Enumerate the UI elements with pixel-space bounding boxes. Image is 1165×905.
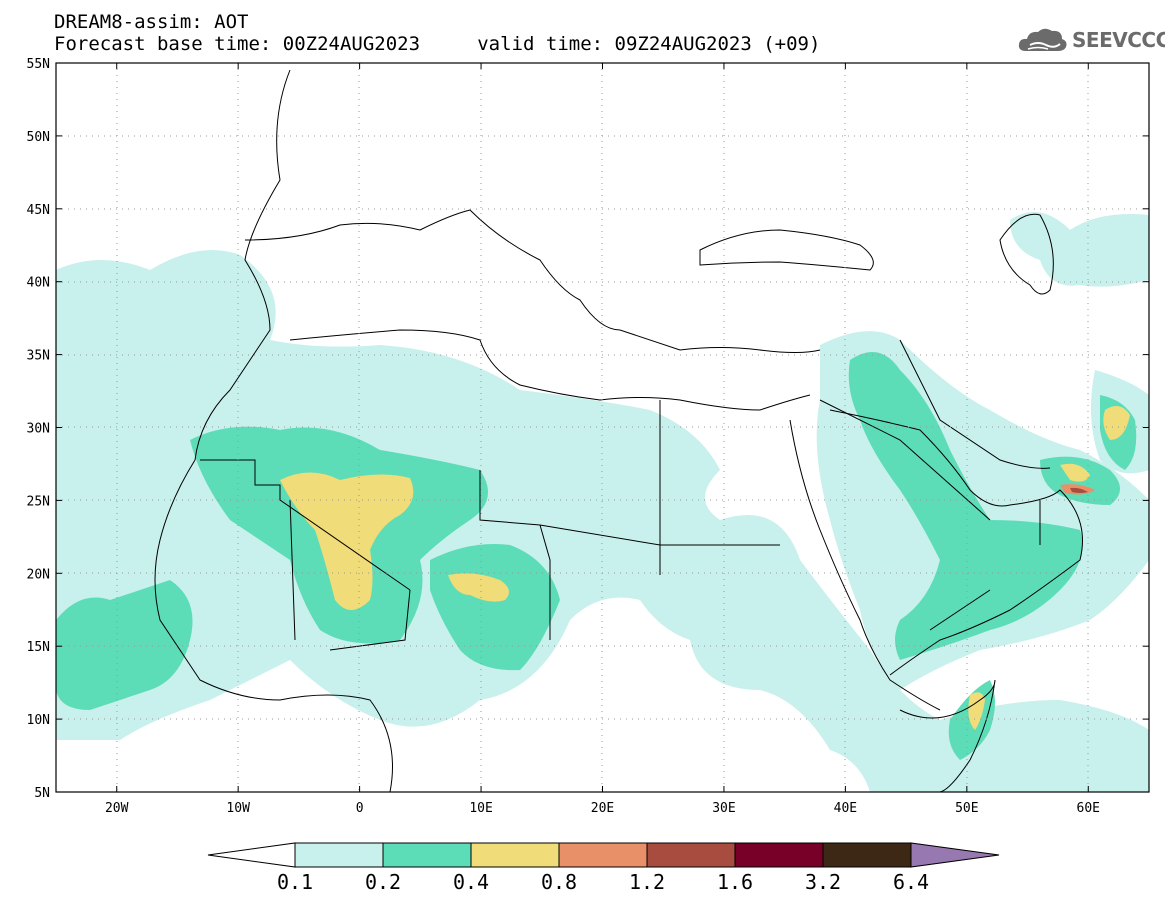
x-tick-label: 40E (834, 801, 857, 816)
y-tick-label: 55N (27, 57, 50, 72)
colorbar-label: 3.2 (805, 870, 841, 894)
coast-arabia (829, 409, 1083, 676)
aot-field-peak-core (1070, 487, 1088, 493)
aot-shading (56, 212, 1149, 792)
colorbar-box (294, 842, 384, 868)
aot-field-mid-arabia (848, 352, 1083, 660)
coast-persian-gulf (899, 339, 1051, 469)
coast-north-africa (289, 329, 811, 411)
y-axis-ticks: 5N 10N 15N 20N 25N 30N 35N 40N 45N 50N 55N (27, 57, 1149, 801)
y-tick-label: 50N (27, 130, 50, 145)
y-tick-label: 30N (27, 422, 50, 437)
colorbar-label: 1.2 (629, 870, 665, 894)
colorbar-label: 0.4 (453, 870, 489, 894)
colorbar-under-triangle (207, 842, 296, 868)
colorbar-box (822, 842, 912, 868)
colorbar-box (382, 842, 472, 868)
y-tick-label: 15N (27, 640, 50, 655)
colorbar-label: 0.1 (277, 870, 313, 894)
coast-caspian (999, 213, 1054, 295)
colorbar-box (470, 842, 560, 868)
x-tick-label: 30E (712, 801, 735, 816)
aot-field-high-hormuz (1060, 463, 1090, 482)
y-tick-label: 45N (27, 203, 50, 218)
logo-text: SEEVCCC (1072, 28, 1165, 52)
coast-black-sea (699, 229, 874, 271)
graticule (56, 63, 1149, 792)
coast-west-africa (154, 69, 393, 792)
y-tick-label: 25N (27, 494, 50, 509)
y-tick-label: 40N (27, 276, 50, 291)
colorbar-label: 6.4 (893, 870, 929, 894)
x-tick-label: 0 (356, 801, 364, 816)
seevccc-logo: SEEVCCC (1016, 24, 1165, 56)
x-axis-ticks: 20W 10W 0 10E 20E 30E 40E 50E 60E (105, 63, 1100, 816)
map-title: DREAM8-assim: AOT (54, 11, 249, 33)
colorbar-box (734, 842, 824, 868)
coast-somalia (899, 679, 996, 792)
colorbar-label: 1.6 (717, 870, 753, 894)
colorbar: 0.1 0.2 0.4 0.8 1.2 1.6 3.2 6.4 (207, 842, 1000, 894)
aot-field-high-somalia (968, 692, 985, 730)
colorbar-label: 0.8 (541, 870, 577, 894)
forecast-time-line: Forecast base time: 00Z24AUG2023 valid t… (54, 33, 821, 55)
aot-field-low-caspian (1010, 212, 1149, 287)
cloud-icon (1018, 28, 1067, 51)
y-tick-label: 5N (34, 786, 50, 801)
colorbar-box (646, 842, 736, 868)
aot-field-high-niger (448, 573, 509, 602)
x-tick-label: 10W (226, 801, 250, 816)
y-tick-label: 10N (27, 713, 50, 728)
colorbar-box (558, 842, 648, 868)
colorbar-label: 0.2 (365, 870, 401, 894)
aot-field-high-iran (1103, 406, 1130, 440)
coast-europe (244, 209, 821, 353)
x-tick-label: 10E (469, 801, 492, 816)
aot-field-low (56, 250, 1149, 792)
y-tick-label: 20N (27, 567, 50, 582)
x-tick-label: 20W (105, 801, 129, 816)
x-tick-label: 50E (955, 801, 978, 816)
y-tick-label: 35N (27, 349, 50, 364)
aot-field-high-sahara (280, 472, 414, 610)
x-tick-label: 60E (1077, 801, 1100, 816)
coast-red-sea (789, 419, 941, 711)
x-tick-label: 20E (591, 801, 614, 816)
border-lines (200, 399, 1041, 651)
colorbar-over-triangle (910, 842, 1000, 868)
coastlines (154, 69, 1083, 792)
